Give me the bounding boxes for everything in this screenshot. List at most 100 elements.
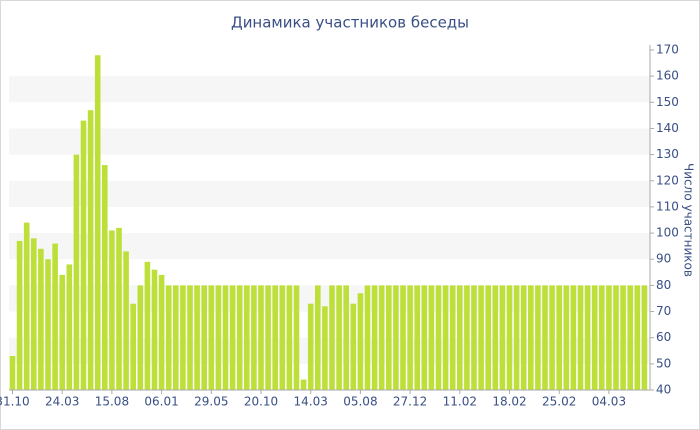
grid-band — [9, 180, 650, 207]
bar — [45, 259, 51, 390]
bar — [471, 285, 477, 390]
bar — [251, 285, 257, 390]
bar — [343, 285, 349, 390]
y-tick-label: 160 — [656, 69, 679, 83]
bar — [428, 285, 435, 390]
x-tick-label: 18.02 — [492, 395, 526, 409]
bar — [393, 285, 399, 390]
bar — [123, 251, 129, 390]
x-tick-label: 04.03 — [592, 395, 626, 409]
bar — [66, 264, 73, 390]
y-tick-label: 120 — [656, 173, 679, 187]
bar — [187, 285, 193, 390]
bar — [591, 285, 598, 390]
y-tick-label: 150 — [656, 95, 679, 109]
bar — [378, 285, 385, 390]
bar — [151, 269, 158, 390]
bar — [23, 222, 30, 390]
bar — [613, 285, 619, 390]
bar — [137, 285, 144, 390]
bar — [31, 238, 37, 390]
bar — [478, 285, 484, 390]
bar — [272, 285, 278, 390]
bar — [222, 285, 229, 390]
chart-title: Динамика участников беседы — [231, 14, 469, 32]
y-tick-label: 170 — [656, 43, 679, 57]
x-tick-label: 06.01 — [144, 395, 178, 409]
bar — [435, 285, 442, 390]
x-tick-label: 31.10 — [0, 395, 30, 409]
bar — [492, 285, 499, 390]
bar — [244, 285, 250, 390]
bar — [94, 55, 101, 390]
bar — [173, 285, 179, 390]
bar — [556, 285, 562, 390]
bar — [563, 285, 570, 390]
bar — [485, 285, 491, 390]
bar — [336, 285, 342, 390]
x-tick-label: 15.08 — [95, 395, 129, 409]
x-tick-label: 24.03 — [45, 395, 79, 409]
y-tick-label: 130 — [656, 147, 679, 161]
bar — [116, 227, 122, 390]
bar — [73, 154, 80, 390]
bar — [229, 285, 236, 390]
bar — [315, 285, 321, 390]
bar — [386, 285, 392, 390]
bar — [535, 285, 541, 390]
bar — [584, 285, 591, 390]
x-tick-label: 29.05 — [194, 395, 228, 409]
bar — [180, 285, 186, 390]
bar — [52, 243, 58, 390]
bar — [350, 303, 357, 390]
bar — [364, 285, 371, 390]
bar — [606, 285, 612, 390]
grid-band — [9, 233, 650, 260]
bar — [215, 285, 222, 390]
y-tick-label: 140 — [656, 121, 679, 135]
bar — [449, 285, 456, 390]
bar — [520, 285, 527, 390]
bar — [293, 285, 300, 390]
y-tick-label: 80 — [656, 278, 671, 292]
bar — [130, 303, 136, 390]
x-tick-label: 27.12 — [393, 395, 427, 409]
bar — [80, 120, 87, 390]
bar — [357, 293, 364, 390]
bar — [570, 285, 577, 390]
bar — [286, 285, 293, 390]
bar — [236, 285, 243, 390]
bar — [421, 285, 428, 390]
bar — [627, 285, 633, 390]
bar — [158, 274, 165, 390]
bar — [634, 285, 641, 390]
grid-band — [9, 76, 650, 103]
x-tick-label: 05.08 — [343, 395, 377, 409]
bar — [307, 303, 314, 390]
bar — [38, 248, 44, 390]
bar — [102, 165, 108, 390]
bar — [414, 285, 420, 390]
bar — [464, 285, 470, 390]
bar — [144, 261, 151, 390]
bar — [16, 240, 23, 390]
bar — [549, 285, 555, 390]
bar — [87, 110, 94, 391]
y-axis-title: Число участников — [682, 163, 696, 277]
bar — [528, 285, 534, 390]
bar — [9, 356, 16, 390]
bar — [620, 285, 626, 390]
bar — [400, 285, 406, 390]
bar — [442, 285, 449, 390]
y-tick-label: 70 — [656, 304, 671, 318]
bar — [322, 306, 328, 390]
bar — [457, 285, 463, 390]
bar — [201, 285, 207, 390]
y-tick-label: 50 — [656, 356, 671, 370]
y-tick-label: 90 — [656, 252, 671, 266]
bar — [300, 379, 307, 390]
bar — [499, 285, 506, 390]
bar — [208, 285, 215, 390]
grid-band — [9, 128, 650, 155]
